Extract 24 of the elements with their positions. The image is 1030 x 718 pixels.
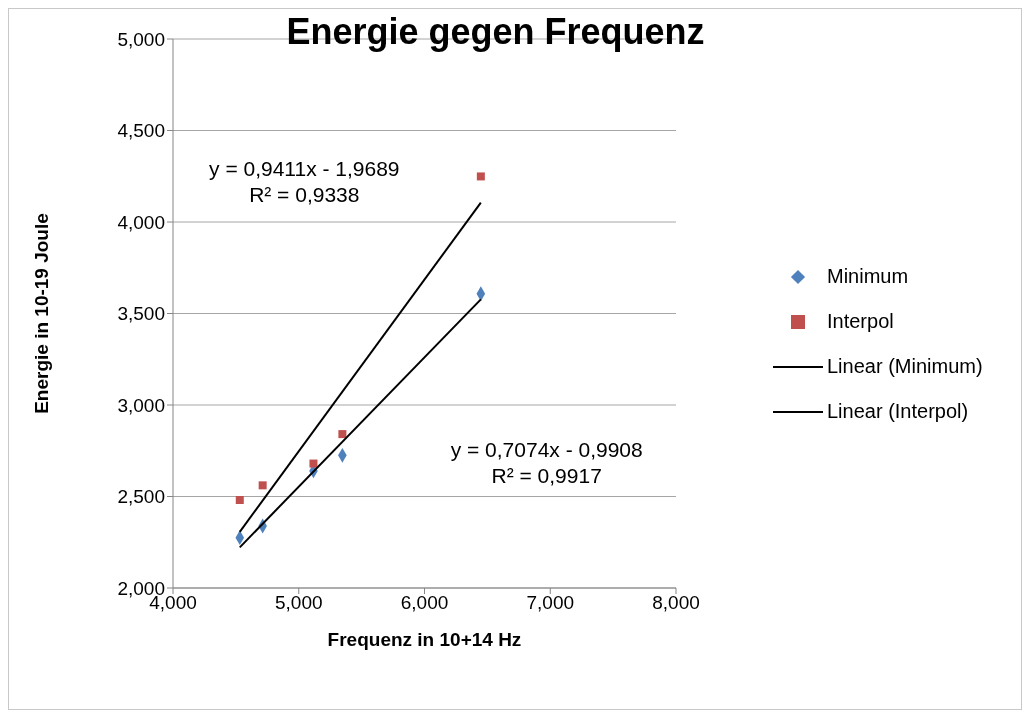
y-axis-title: Energie in 10-19 Joule (30, 213, 52, 414)
legend-label: Linear (Interpol) (827, 400, 969, 423)
chart-title: Energie gegen Frequenz (285, 11, 706, 53)
y-tick-label: 3,500 (117, 303, 165, 325)
point (258, 481, 267, 490)
annotation: y = 0,9411x - 1,9689 R² = 0,9338 (209, 156, 400, 209)
x-tick-label: 6,000 (400, 592, 449, 614)
y-tick-label: 2,500 (117, 486, 165, 508)
x-axis-title: Frequenz in 10+14 Hz (327, 629, 522, 650)
point (235, 495, 244, 504)
legend-label: Interpol (827, 310, 894, 333)
x-tick-label: 7,000 (526, 592, 575, 614)
point (309, 459, 318, 468)
x-tick-label: 8,000 (652, 592, 700, 614)
y-tick-label: 3,000 (117, 394, 165, 416)
legend-label: Minimum (827, 265, 909, 288)
y-tick-label: 4,500 (117, 120, 165, 142)
point (338, 430, 347, 439)
annotation: y = 0,7074x - 0,9908 R² = 0,9917 (450, 437, 643, 490)
legend-label: Linear (Minimum) (827, 355, 983, 378)
point (476, 172, 485, 181)
x-tick-label: 5,000 (274, 592, 323, 614)
y-tick-label: 4,000 (117, 211, 165, 233)
y-tick-label: 5,000 (117, 28, 165, 50)
